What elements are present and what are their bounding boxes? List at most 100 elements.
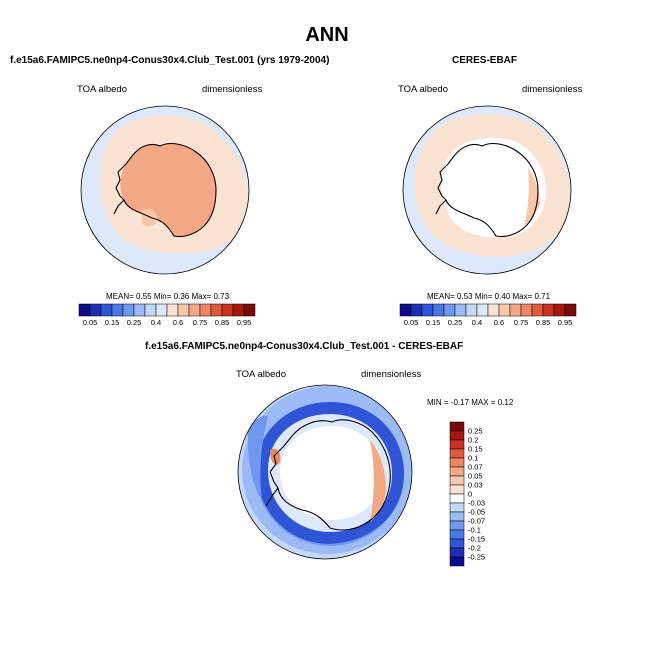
diff-variable-label: TOA albedo xyxy=(236,369,287,380)
obs-colorbar-box xyxy=(553,303,566,317)
diff-colorbar-tick-label: -0.15 xyxy=(468,535,485,544)
model-colorbar-box xyxy=(155,303,168,317)
obs-colorbar-tick-label: 0.75 xyxy=(514,318,529,327)
model-min-label: Min= xyxy=(153,292,172,301)
model-coastline xyxy=(113,143,217,238)
diff-colorbar-box xyxy=(449,466,465,477)
obs-colorbar-box xyxy=(454,303,467,317)
model-colorbar-tick-label: 0.4 xyxy=(151,318,161,327)
obs-map xyxy=(403,106,571,274)
diff-colorbar-tick-label: 0.25 xyxy=(468,427,483,436)
diff-colorbar-box xyxy=(449,421,465,432)
diff-colorbar-tick-label: 0.03 xyxy=(468,481,483,490)
obs-colorbar-box xyxy=(399,303,412,317)
model-stats: MEAN= 0.55 Min= 0.36 Max= 0.73 xyxy=(106,292,229,301)
model-units-label: dimensionless xyxy=(202,84,263,95)
model-map xyxy=(81,106,249,274)
diff-colorbar-box xyxy=(449,493,465,504)
diff-colorbar-tick-label: 0.05 xyxy=(468,472,483,481)
model-colorbar-tick-label: 0.75 xyxy=(193,318,208,327)
model-mean-label: MEAN= xyxy=(106,292,134,301)
diff-coastline xyxy=(265,419,391,531)
obs-colorbar-tick-label: 0.15 xyxy=(426,318,441,327)
diff-colorbar-tick-label: 0.15 xyxy=(468,445,483,454)
diff-inner-fill xyxy=(280,426,382,520)
model-colorbar-box xyxy=(221,303,234,317)
model-map-border xyxy=(80,105,250,275)
diff-colorbar-tick-label: -0.05 xyxy=(468,508,485,517)
obs-max-label: Max= xyxy=(512,292,533,301)
obs-colorbar-box xyxy=(443,303,456,317)
obs-colorbar-box xyxy=(410,303,423,317)
model-colorbar-box xyxy=(177,303,190,317)
obs-rim-fill xyxy=(524,168,540,226)
diff-colorbar-box xyxy=(449,484,465,495)
obs-inner-fill xyxy=(441,137,546,238)
model-colorbar-tick-label: 0.85 xyxy=(215,318,230,327)
obs-min-value: 0.40 xyxy=(494,292,511,301)
model-colorbar-box xyxy=(100,303,113,317)
obs-colorbar-tick-label: 0.25 xyxy=(448,318,463,327)
obs-mean-value: 0.53 xyxy=(457,292,473,301)
model-colorbar-box xyxy=(111,303,124,317)
diff-colorbar-tick-label: 0 xyxy=(468,490,472,499)
obs-stats: MEAN= 0.53 Min= 0.40 Max= 0.71 xyxy=(427,292,550,301)
diff-map-border xyxy=(237,384,413,560)
diff-colorbar-tick-label: 0.07 xyxy=(468,463,483,472)
obs-colorbar-tick-label: 0.95 xyxy=(558,318,573,327)
obs-map-border xyxy=(402,105,572,275)
diff-colorbar-box xyxy=(449,547,465,558)
model-colorbar-box xyxy=(232,303,245,317)
diff-panel-title: f.e15a6.FAMIPC5.ne0np4-Conus30x4.Club_Te… xyxy=(145,341,464,352)
model-colorbar-tick-label: 0.05 xyxy=(83,318,98,327)
diff-colorbar-tick-label: 0.2 xyxy=(468,436,478,445)
model-colorbar-box xyxy=(122,303,135,317)
obs-colorbar-box xyxy=(487,303,500,317)
figure-title: ANN xyxy=(305,24,349,46)
diff-units-label: dimensionless xyxy=(361,369,422,380)
obs-colorbar-box xyxy=(465,303,478,317)
model-max-value: 0.73 xyxy=(213,292,230,301)
obs-colorbar-tick-label: 0.4 xyxy=(472,318,482,327)
obs-colorbar-box xyxy=(531,303,544,317)
obs-coastline xyxy=(435,143,539,238)
diff-range-text: MIN = -0.17 MAX = 0.12 xyxy=(427,398,514,407)
obs-min-label: Min= xyxy=(474,292,493,301)
diff-colorbar-box xyxy=(449,538,465,549)
model-colorbar-box xyxy=(210,303,223,317)
model-max-label: Max= xyxy=(191,292,212,301)
diff-colorbar-tick-label: -0.25 xyxy=(468,553,485,562)
obs-panel-title: CERES-EBAF xyxy=(452,55,518,66)
model-colorbar-tick-label: 0.15 xyxy=(105,318,120,327)
diff-colorbar-box xyxy=(449,448,465,459)
model-colorbar-box xyxy=(243,303,256,317)
diff-map xyxy=(238,385,412,559)
diff-colorbar-box xyxy=(449,430,465,441)
model-variable-label: TOA albedo xyxy=(77,84,128,95)
diff-colorbar-tick-label: -0.03 xyxy=(468,499,485,508)
model-panel-title: f.e15a6.FAMIPC5.ne0np4-Conus30x4.Club_Te… xyxy=(10,55,330,66)
diff-colorbar-box xyxy=(449,457,465,468)
model-colorbar-box xyxy=(144,303,157,317)
model-colorbar-box xyxy=(133,303,146,317)
obs-colorbar-tick-label: 0.05 xyxy=(404,318,419,327)
obs-colorbar-tick-label: 0.6 xyxy=(494,318,504,327)
model-colorbar-tick-label: 0.95 xyxy=(237,318,252,327)
diff-colorbar-box xyxy=(449,556,465,567)
model-colorbar-box xyxy=(78,303,91,317)
diff-colorbar-box xyxy=(449,529,465,540)
diff-colorbar-box xyxy=(449,439,465,450)
obs-ring-fill xyxy=(414,114,571,257)
model-colorbar-box xyxy=(166,303,179,317)
diff-colorbar-box xyxy=(449,475,465,486)
obs-max-value: 0.71 xyxy=(534,292,551,301)
obs-colorbar-box xyxy=(509,303,522,317)
model-mean-value: 0.55 xyxy=(136,292,152,301)
diff-colorbar-tick-label: 0.1 xyxy=(468,454,478,463)
diff-colorbar-box xyxy=(449,520,465,531)
model-colorbar-box xyxy=(199,303,212,317)
diff-colorbar: 0.250.20.150.10.070.050.030-0.03-0.05 -0.… xyxy=(449,421,485,567)
obs-colorbar-tick-label: 0.85 xyxy=(536,318,551,327)
model-colorbar-tick-label: 0.6 xyxy=(173,318,183,327)
